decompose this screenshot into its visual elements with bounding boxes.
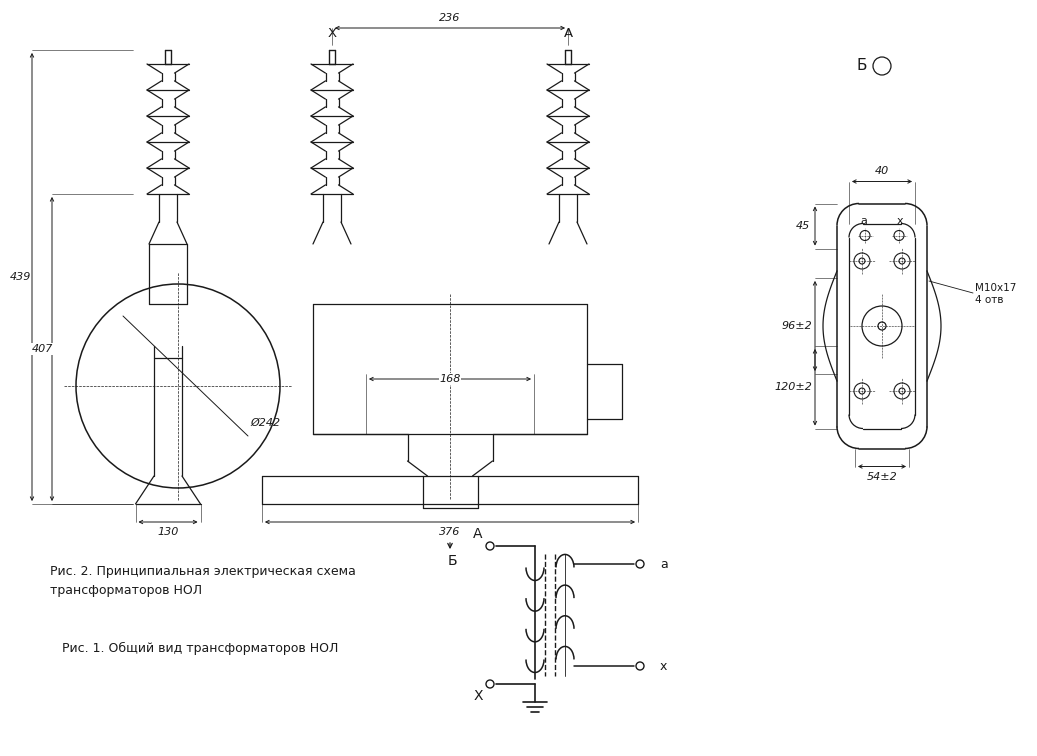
Text: A: A <box>473 527 483 541</box>
Text: a: a <box>861 215 867 225</box>
Text: x: x <box>897 215 903 225</box>
Text: 96±2: 96±2 <box>782 321 812 331</box>
Text: X: X <box>473 689 483 703</box>
Text: 376: 376 <box>440 527 460 537</box>
Text: 439: 439 <box>9 272 31 282</box>
Text: Б: Б <box>857 58 867 73</box>
Text: 40: 40 <box>875 166 889 176</box>
Text: 4 отв: 4 отв <box>975 295 1004 305</box>
Text: 168: 168 <box>440 374 460 384</box>
Text: 130: 130 <box>158 527 178 537</box>
Text: Рис. 2. Принципиальная электрическая схема
трансформаторов НОЛ: Рис. 2. Принципиальная электрическая схе… <box>50 565 356 597</box>
Text: 45: 45 <box>795 221 810 231</box>
Text: X: X <box>328 27 337 40</box>
Text: Б: Б <box>447 554 457 568</box>
Text: 407: 407 <box>31 344 53 354</box>
Text: Ø242: Ø242 <box>250 418 280 428</box>
Text: 236: 236 <box>440 13 460 23</box>
Text: 54±2: 54±2 <box>867 472 897 482</box>
Text: M10x17: M10x17 <box>975 283 1016 293</box>
Text: x: x <box>660 659 668 673</box>
Text: a: a <box>660 557 668 571</box>
Text: A: A <box>563 27 572 40</box>
Text: 120±2: 120±2 <box>774 383 812 392</box>
Text: Рис. 1. Общий вид трансформаторов НОЛ: Рис. 1. Общий вид трансформаторов НОЛ <box>62 641 338 655</box>
